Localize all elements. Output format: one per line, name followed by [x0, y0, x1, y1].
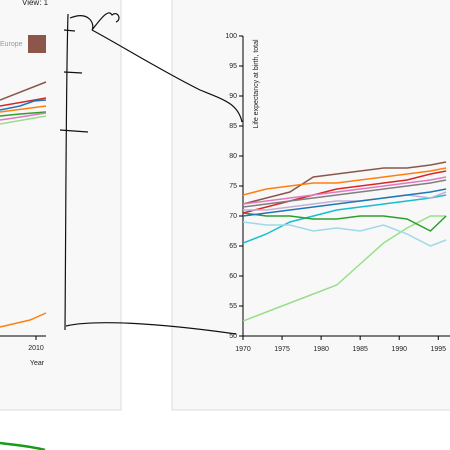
- x-tick-label: 1995: [430, 346, 446, 353]
- chart: 50 55 60 65 70 75 80 85 90 95 100 1970 1975 1980 1985 1…: [225, 33, 450, 353]
- y-tick-label: 65: [229, 243, 237, 250]
- x-tick-label: 1970: [235, 346, 251, 353]
- stroke: [64, 13, 69, 331]
- y-tick-label: 85: [229, 123, 237, 130]
- series-line: [243, 161, 447, 205]
- left-x-tick-label: 2010: [28, 345, 44, 352]
- legend-swatch[interactable]: [28, 35, 46, 53]
- line: [0, 312, 47, 328]
- y-tick-label: 80: [229, 153, 237, 160]
- annotations: [59, 12, 243, 335]
- legend-label: Europe: [0, 41, 23, 48]
- series-line: [243, 179, 447, 208]
- line: [0, 81, 47, 101]
- series-line: [243, 176, 447, 205]
- y-tick-label: 55: [229, 303, 237, 310]
- left-lines: [0, 81, 47, 328]
- y-axis-label: Life expectancy at birth, total: [253, 39, 260, 129]
- left-panel: [0, 0, 122, 411]
- x-tick-label: 1975: [274, 346, 290, 353]
- line: [0, 105, 47, 113]
- stroke: [65, 322, 237, 335]
- series-line: [243, 212, 447, 232]
- series-line: [243, 221, 447, 247]
- line: [0, 99, 47, 111]
- y-tick-label: 70: [229, 213, 237, 220]
- series-line: [243, 194, 447, 244]
- left-x-label: Year: [30, 360, 45, 367]
- series-line: [243, 188, 447, 217]
- lines: [243, 161, 447, 322]
- y-tick-label: 50: [229, 333, 237, 340]
- view-label: View: 1: [22, 0, 49, 7]
- line: [0, 111, 47, 117]
- stroke: [59, 29, 89, 133]
- x-tick-label: 1980: [313, 346, 329, 353]
- series-line: [243, 215, 447, 322]
- series-line: [243, 167, 447, 196]
- line: [0, 97, 47, 107]
- y-tick-label: 95: [229, 63, 237, 70]
- series-line: [243, 170, 447, 214]
- y-tick-label: 60: [229, 273, 237, 280]
- y-tick-label: 100: [225, 33, 237, 40]
- green-stroke: [0, 441, 46, 450]
- y-tick-label: 75: [229, 183, 237, 190]
- x-tick-label: 1990: [391, 346, 407, 353]
- line: [0, 112, 47, 121]
- line: [0, 115, 47, 125]
- x-tick-label: 1985: [352, 346, 368, 353]
- series-line: [243, 191, 447, 211]
- stroke: [69, 12, 243, 123]
- y-tick-label: 90: [229, 93, 237, 100]
